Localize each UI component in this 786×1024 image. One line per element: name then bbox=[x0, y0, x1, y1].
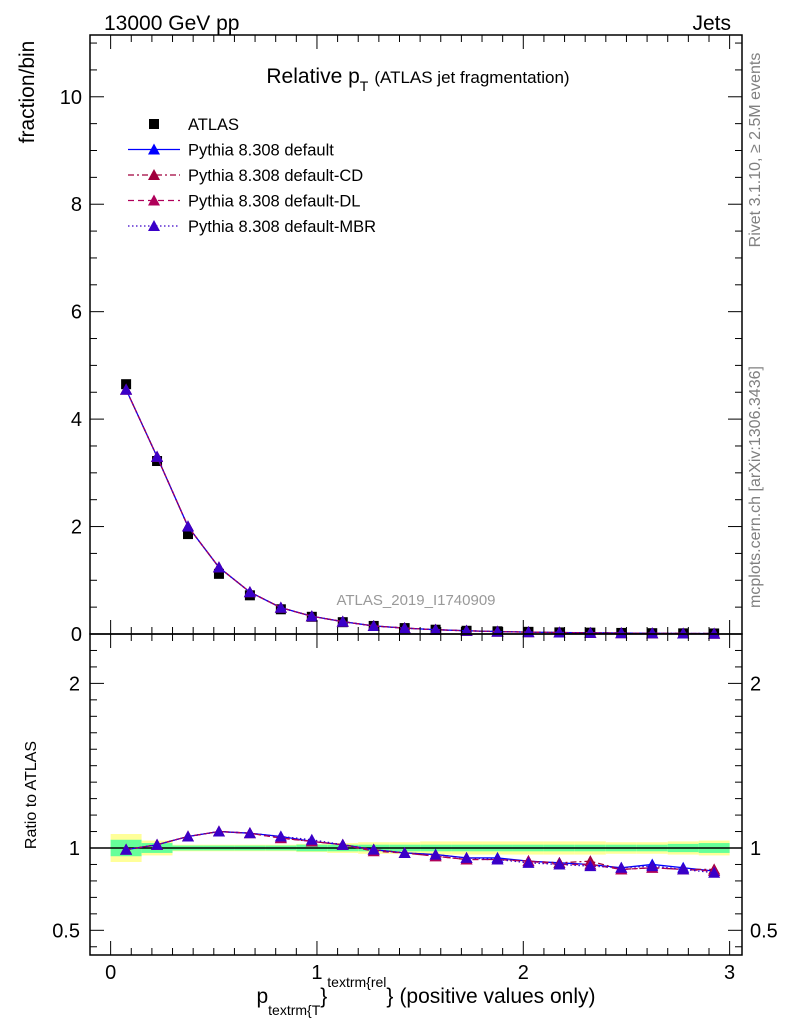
ratio-series-marker-3 bbox=[398, 846, 411, 858]
legend-marker-1 bbox=[148, 143, 160, 155]
series-marker-4 bbox=[182, 520, 195, 532]
ratio-axes: 0.5 0.5 1 1 2 2 0 1 2 3 bbox=[52, 633, 778, 984]
ratio-panel: 0.5 0.5 1 1 2 2 0 1 2 3 bbox=[52, 633, 778, 984]
xtick-label: 3 bbox=[724, 962, 735, 984]
ratio-series-marker-3 bbox=[553, 858, 566, 870]
ratio-series-marker-3 bbox=[243, 827, 256, 839]
ratio-ytick-label: 0.5 bbox=[52, 920, 80, 942]
ratio-ytick-label: 2 bbox=[69, 673, 80, 695]
legend-entry-2: Pythia 8.308 default-CD bbox=[188, 167, 363, 185]
ratio-series-line-3 bbox=[126, 830, 715, 874]
legend-entry-1: Pythia 8.308 default bbox=[188, 142, 334, 160]
xlabel-sup: textrm{rel bbox=[327, 974, 386, 990]
legend-entry-0: ATLAS bbox=[188, 116, 239, 134]
series-marker-4 bbox=[212, 561, 225, 573]
xlabel-brace2: } bbox=[386, 985, 393, 1008]
ratio-series-marker-3 bbox=[646, 860, 659, 872]
ratio-series-marker-3 bbox=[677, 863, 690, 875]
series-marker-4 bbox=[398, 622, 411, 634]
main-ytick-label: 2 bbox=[71, 517, 82, 539]
ratio-series-line-2 bbox=[126, 830, 715, 872]
title-sub: T bbox=[360, 78, 369, 94]
x-axis-label: ptextrm{T}textrm{rel} (positive values on… bbox=[256, 974, 595, 1018]
xlabel-sub: textrm{T bbox=[268, 1002, 321, 1018]
ratio-series-marker-3 bbox=[274, 830, 287, 842]
xtick-label: 1 bbox=[311, 962, 322, 984]
xlabel-brace1: } bbox=[320, 985, 327, 1008]
title-main: Relative p bbox=[266, 65, 359, 88]
legend-entry-3: Pythia 8.308 default-DL bbox=[188, 193, 360, 211]
atlas-data-point bbox=[213, 568, 224, 579]
legend-marker-atlas bbox=[149, 119, 159, 129]
main-panel: ATLAS Pythia 8.308 default Pythia 8.308 de… bbox=[60, 34, 743, 646]
ratio-ytick-label-right: 0.5 bbox=[750, 920, 778, 942]
ratio-series-marker-3 bbox=[212, 825, 225, 837]
ratio-ylabel: Ratio to ATLAS bbox=[23, 741, 40, 849]
series-marker-4 bbox=[553, 626, 566, 638]
series-marker-4 bbox=[336, 615, 349, 627]
series-marker-4 bbox=[708, 627, 721, 639]
ratio-series-marker-3 bbox=[584, 860, 597, 872]
main-ylabel: fraction/bin bbox=[16, 41, 39, 144]
series-marker-4 bbox=[274, 601, 287, 613]
main-ytick-label: 8 bbox=[71, 194, 82, 216]
ratio-series-marker-3 bbox=[120, 843, 133, 855]
series-marker-4 bbox=[615, 627, 628, 639]
series-marker-4 bbox=[460, 624, 473, 636]
ratio-series-marker-3 bbox=[460, 851, 473, 863]
ratio-ytick-label-right: 2 bbox=[750, 673, 761, 695]
analysis-watermark: ATLAS_2019_I1740909 bbox=[336, 592, 495, 609]
series-marker-4 bbox=[367, 619, 380, 631]
series-marker-4 bbox=[584, 626, 597, 638]
series-marker-4 bbox=[677, 627, 690, 639]
xlabel-rest: (positive values only) bbox=[399, 985, 595, 1008]
mcplots-label: mcplots.cern.ch [arXiv:1306.3436] bbox=[747, 366, 764, 608]
ratio-series-marker-3 bbox=[708, 866, 721, 878]
series-marker-4 bbox=[120, 383, 133, 395]
ratio-plot-marks bbox=[90, 825, 742, 878]
ratio-ytick-label: 1 bbox=[69, 838, 80, 860]
title-paren: (ATLAS jet fragmentation) bbox=[374, 68, 569, 87]
main-ytick-label: 6 bbox=[71, 302, 82, 324]
legend-marker-2 bbox=[148, 169, 160, 180]
ratio-series-marker-3 bbox=[305, 833, 318, 845]
ratio-series-marker-3 bbox=[615, 861, 628, 873]
xlabel-p: p bbox=[256, 985, 268, 1008]
main-ytick-label: 10 bbox=[60, 87, 82, 109]
header-left-label: 13000 GeV pp bbox=[104, 12, 239, 35]
ratio-series-marker-3 bbox=[367, 843, 380, 855]
legend-marker-3 bbox=[148, 194, 160, 206]
xtick-label: 2 bbox=[518, 962, 529, 984]
ratio-series-marker-3 bbox=[522, 856, 535, 868]
main-ytick-label: 4 bbox=[71, 409, 82, 431]
xtick-label: 0 bbox=[105, 962, 116, 984]
atlas-data-point bbox=[183, 529, 194, 540]
legend-marker-4 bbox=[148, 220, 160, 231]
series-marker-4 bbox=[429, 623, 442, 635]
main-ytick-label: 0 bbox=[71, 624, 82, 646]
ratio-frame bbox=[89, 633, 743, 956]
rivet-version-label: Rivet 3.1.10, ≥ 2.5M events bbox=[747, 53, 764, 248]
series-marker-4 bbox=[243, 586, 256, 598]
series-marker-4 bbox=[151, 450, 164, 462]
ratio-series-marker-3 bbox=[182, 830, 195, 842]
legend-entry-4: Pythia 8.308 default-MBR bbox=[188, 218, 376, 236]
ratio-series-marker-3 bbox=[491, 853, 504, 865]
series-marker-4 bbox=[646, 627, 659, 639]
ratio-series-marker-3 bbox=[336, 838, 349, 850]
ratio-series-marker-3 bbox=[151, 838, 164, 850]
chart-title: Relative pT (ATLAS jet fragmentation) bbox=[266, 65, 569, 94]
ratio-series-marker-3 bbox=[429, 848, 442, 860]
legend: ATLAS Pythia 8.308 default Pythia 8.308 de… bbox=[128, 116, 376, 236]
header-right-label: Jets bbox=[692, 12, 731, 35]
ratio-ytick-label-right: 1 bbox=[750, 838, 761, 860]
series-marker-4 bbox=[305, 610, 318, 622]
main-axes: 0 2 4 6 8 10 bbox=[60, 34, 743, 646]
